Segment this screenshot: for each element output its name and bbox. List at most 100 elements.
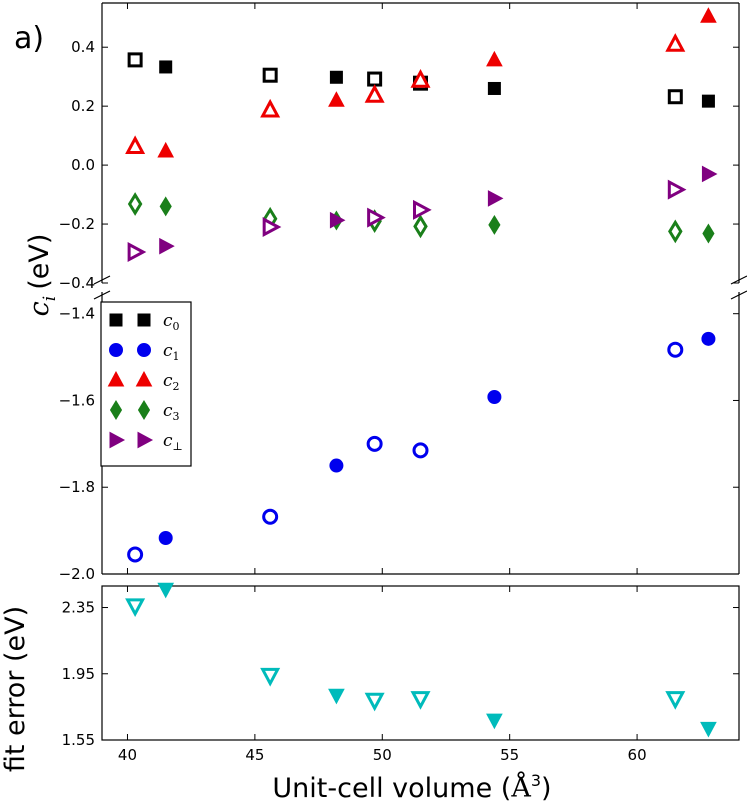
data-point-c_perp [367,207,386,228]
data-point-c2 [410,69,431,88]
data-point-c2 [486,50,503,67]
data-point-c0 [329,70,343,84]
legend-marker-c3 [109,400,123,420]
lower-ytick-label: −1.6 [59,391,95,409]
lower-ytick-label: −1.8 [59,478,95,496]
data-point-fit-error [486,713,503,730]
data-point-c0 [487,81,501,95]
legend-label-c3: c3 [163,401,180,423]
data-point-c_perp [667,179,687,200]
legend-label-c_perp: c⊥ [163,431,183,453]
bottom-ytick-label: 1.55 [62,731,95,749]
legend-label-c0: c0 [163,311,180,333]
legend-marker-c3 [137,400,151,420]
data-point-c2 [364,84,385,103]
axis-break-mark-right-lower [730,290,747,300]
data-point-c0 [159,60,173,74]
data-point-c_perp [262,216,282,238]
x-tick-label: 45 [245,746,264,764]
data-point-c2 [260,98,281,118]
top-y-axis-label: ci (eV) [24,234,60,317]
data-point-c2 [700,7,717,23]
x-tick-label: 60 [628,746,647,764]
ticks-layer: 0.4 0.2 0.0 −0.2 −0.4 −1.4 −1.6 −1.8 −2.0 2.35 1.9… [59,2,747,764]
legend-marker-c_perp [137,431,154,449]
legend-label-base: c [163,371,173,391]
data-point-c0 [701,94,715,108]
data-point-c1 [701,331,716,346]
data-point-c3 [668,219,683,244]
upper-ytick-label: 0.0 [71,156,95,174]
legend-label-base: c [163,311,173,331]
data-point-c0 [127,52,143,68]
legend-label-sub: ⊥ [173,440,183,453]
top-ylabel-unit: (eV) [24,234,55,290]
legend-label-c2: c2 [163,371,180,393]
data-point-c2 [665,33,686,52]
data-point-c2 [328,91,345,107]
legend-marker-c0 [109,313,123,327]
legend-marker-c2 [135,370,153,387]
upper-ytick-label: −0.2 [59,215,95,233]
data-point-fit-error [410,691,431,710]
data-point-c2 [125,135,146,155]
data-point-fit-error [157,582,175,599]
legend-label-sub: 1 [173,350,180,363]
x-tick-label: 40 [118,746,137,764]
lower-ytick-label: −1.4 [59,305,95,323]
data-point-c1 [487,389,502,404]
legend-label-sub: 0 [173,320,180,333]
legend-label-base: c [163,431,173,451]
x-tick-label: 50 [373,746,392,764]
data-point-c0 [262,67,278,83]
data-point-c3 [159,196,172,217]
axis-break-mark-left-lower [93,290,111,300]
data-point-c_perp [701,165,718,183]
legend-label-base: c [163,341,173,361]
data-point-c3 [702,223,715,244]
data-point-c1 [667,341,684,358]
data-point-fit-error [328,688,345,705]
axis-break-mark-left-upper [93,275,111,285]
data-point-c1 [366,435,383,452]
legend-marker-c0 [137,313,151,327]
upper-ytick-label: −0.4 [59,274,95,292]
xlabel-exp: 3 [531,771,541,790]
top-ylabel-sub: i [40,296,60,301]
data-point-c3 [488,214,501,235]
bottom-ytick-label: 2.35 [62,599,95,617]
legend-label-c1: c1 [163,341,180,363]
data-point-c2 [157,141,175,158]
data-point-c0 [667,89,683,105]
x-axis-label: Unit-cell volume (Å3) [272,771,551,804]
legend-marker-c2 [107,370,125,387]
data-point-c1 [412,442,429,459]
data-point-c1 [127,546,144,563]
data-point-c_perp [127,242,147,263]
upper-ytick-label: 0.4 [71,38,95,56]
legend-marker-c1 [109,343,123,357]
data-point-c3 [413,214,428,239]
xlabel-text: Unit-cell volume [272,773,492,804]
top-ylabel-symbol: c [24,301,55,316]
xlabel-close-paren: ) [541,773,552,804]
data-point-c1 [329,458,344,473]
data-point-fit-error [260,667,281,687]
lower-ytick-label: −2.0 [59,565,95,583]
data-point-c_perp [413,199,432,220]
xlabel-unit: Å [510,771,531,804]
xlabel-open-paren: ( [492,773,511,804]
bottom-y-axis-label: fit error (eV) [0,606,31,772]
legend-label-base: c [163,401,173,421]
legend-label-sub: 2 [173,380,180,393]
upper-ytick-label: 0.2 [71,97,95,115]
data-point-c3 [127,192,143,216]
data-point-c0 [367,71,383,87]
legend-marker-c1 [137,343,151,357]
data-point-c_perp [329,211,346,229]
data-point-c1 [262,508,279,525]
x-tick-label: 55 [500,746,519,764]
data-point-c_perp [159,237,175,255]
panel-label: a) [14,21,44,56]
